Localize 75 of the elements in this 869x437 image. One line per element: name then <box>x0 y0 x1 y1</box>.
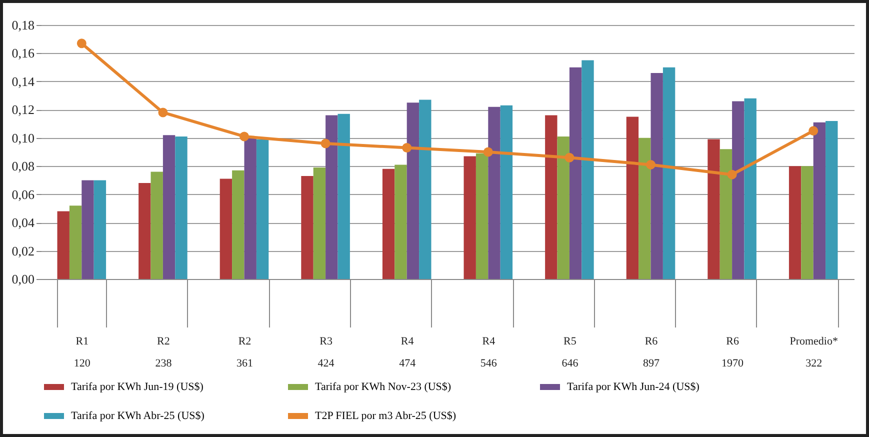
bar <box>175 136 188 279</box>
bar <box>500 105 513 279</box>
y-tick-label: 0,10 <box>12 130 34 146</box>
bar <box>732 101 744 279</box>
point <box>158 108 168 118</box>
bar <box>69 206 82 279</box>
point <box>727 170 737 180</box>
bar <box>638 138 651 279</box>
y-tick-label: 0,04 <box>12 215 35 230</box>
bar <box>464 156 476 279</box>
legend-label: Tarifa por KWh Nov-23 (US$) <box>315 381 452 393</box>
bar <box>650 72 663 279</box>
legend-label: Tarifa por KWh Jun-19 (US$) <box>71 381 204 393</box>
legend-label: Tarifa por KWh Jun-24 (US$) <box>567 381 700 393</box>
point <box>564 152 574 162</box>
y-tick-label: 0,14 <box>12 74 35 89</box>
y-tick-label: 0,08 <box>12 158 34 174</box>
bar <box>150 172 163 279</box>
y-tick-label: 0,16 <box>12 46 35 61</box>
point <box>646 160 656 170</box>
legend-label: Tarifa por KWh Abr-25 (US$) <box>71 410 205 422</box>
bar <box>626 116 639 279</box>
bar <box>162 135 176 279</box>
bar <box>488 106 500 279</box>
point <box>240 132 249 142</box>
bar <box>545 115 558 279</box>
bar <box>708 139 720 279</box>
bar <box>813 122 826 279</box>
point <box>402 143 412 152</box>
bar <box>476 153 488 279</box>
bar <box>256 139 269 279</box>
point <box>483 147 493 157</box>
x-tick-label: R5 646 <box>562 336 579 370</box>
bar <box>301 176 314 279</box>
bar <box>220 178 232 279</box>
y-tick-label: 0,18 <box>12 18 34 32</box>
point <box>76 38 86 48</box>
bar <box>744 98 756 279</box>
y-tick-label: 0,06 <box>12 186 35 202</box>
y-tick-label: 0,12 <box>12 102 34 118</box>
bar <box>232 170 244 279</box>
x-tick-label: R6 1970 <box>722 336 744 370</box>
x-tick-label: R6 897 <box>643 336 660 370</box>
bar <box>720 149 732 279</box>
x-tick-label: Promedio* 322 <box>790 336 838 370</box>
bar <box>338 114 350 279</box>
bar <box>557 136 570 279</box>
bar <box>826 120 838 279</box>
x-tick-label: R1 120 <box>74 336 91 370</box>
bar <box>57 211 70 279</box>
bar <box>94 180 106 279</box>
bar <box>801 166 814 279</box>
bar <box>582 60 594 279</box>
x-tick-label: R4 546 <box>480 336 498 370</box>
x-tick-label: R2 238 <box>155 336 172 370</box>
bar <box>788 166 802 279</box>
y-tick-label: 0,00 <box>12 272 34 286</box>
bar <box>138 183 151 279</box>
y-tick-label: 0,02 <box>12 243 34 258</box>
bar <box>406 102 420 279</box>
bar <box>326 115 338 279</box>
bar <box>82 180 94 279</box>
legend-label: T2P FIEL por m3 Abr-25 (US$) <box>315 410 456 422</box>
x-tick-label: R2 361 <box>236 336 253 370</box>
bar <box>313 168 326 279</box>
bar <box>244 138 256 279</box>
bar <box>569 67 582 279</box>
x-tick-label: R3 424 <box>318 336 335 370</box>
bar <box>394 164 407 279</box>
point <box>808 126 818 136</box>
point <box>320 138 330 148</box>
bar <box>382 168 395 279</box>
x-tick-label: R4 474 <box>399 336 416 370</box>
bar <box>662 67 676 279</box>
bar <box>419 100 432 279</box>
